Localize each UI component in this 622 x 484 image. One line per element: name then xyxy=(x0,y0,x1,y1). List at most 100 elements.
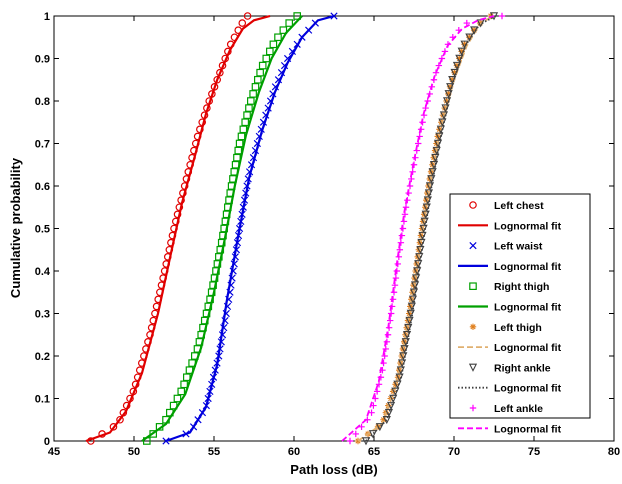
series-point xyxy=(361,437,371,446)
legend-label: Left chest xyxy=(494,200,544,212)
series-1 xyxy=(85,14,271,443)
y-tick-label: 1 xyxy=(44,11,50,23)
y-tick-label: 0.5 xyxy=(35,224,50,236)
x-tick-label: 65 xyxy=(368,446,380,458)
series-point xyxy=(258,61,267,70)
series-point xyxy=(456,55,463,62)
legend-label: Lognormal fit xyxy=(494,261,562,273)
y-tick-label: 0.6 xyxy=(35,181,50,193)
series-point xyxy=(256,68,264,77)
legend-label: Left thigh xyxy=(494,322,542,334)
series-point xyxy=(409,288,419,297)
y-axis-title: Cumulative probability xyxy=(8,157,23,298)
legend-label: Right thigh xyxy=(494,281,549,293)
series-point xyxy=(149,430,158,438)
series-line xyxy=(85,14,271,443)
y-tick-label: 0.9 xyxy=(35,54,50,66)
series-point xyxy=(109,423,118,431)
legend-marker-swatch xyxy=(468,363,478,372)
series-point xyxy=(243,111,251,119)
series-point xyxy=(389,394,398,403)
series-point xyxy=(406,309,415,318)
y-tick-label: 0.3 xyxy=(35,309,50,321)
series-point xyxy=(446,83,455,92)
series-point xyxy=(421,210,430,219)
x-tick-label: 60 xyxy=(288,446,300,458)
series-point xyxy=(401,338,410,347)
series-point xyxy=(245,104,253,112)
series-point xyxy=(399,352,408,361)
legend-item: Left ankle xyxy=(469,403,543,415)
series-point xyxy=(358,423,365,431)
x-tick-label: 55 xyxy=(208,446,220,458)
legend-label: Lognormal fit xyxy=(494,423,562,435)
legend-item: Lognormal fit xyxy=(458,383,562,395)
series-point xyxy=(247,97,255,105)
series-point xyxy=(177,387,186,396)
legend-label: Lognormal fit xyxy=(494,383,562,395)
legend-item: Left chest xyxy=(469,200,544,212)
axis-ticks: 45 50 55 60 65 70 75 80 0 0.1 0.2 0.3 0.4 0.5 0.6 0.7 0.… xyxy=(35,11,620,458)
series-11 xyxy=(341,15,495,442)
series-point xyxy=(452,61,462,71)
legend-item: Lognormal fit xyxy=(458,423,562,435)
series-point xyxy=(422,203,431,212)
legend-label: Lognormal fit xyxy=(494,220,562,232)
series-point xyxy=(458,48,465,55)
legend-item: Lognormal fit xyxy=(458,342,562,354)
series-point xyxy=(251,83,260,91)
series-point xyxy=(428,168,437,177)
y-tick-label: 0.8 xyxy=(35,96,50,108)
series-point xyxy=(402,331,412,340)
series-point xyxy=(393,267,401,275)
y-tick-label: 0.7 xyxy=(35,139,50,151)
legend-marker-swatch xyxy=(469,241,477,250)
y-tick-label: 0.4 xyxy=(35,266,51,278)
series-line xyxy=(365,15,497,442)
series-point xyxy=(446,83,454,91)
series-point xyxy=(424,189,434,198)
series-5 xyxy=(141,15,303,442)
series-point xyxy=(408,295,418,304)
series-point xyxy=(382,345,389,353)
series-point xyxy=(397,359,407,368)
series-point xyxy=(404,323,413,333)
series-point xyxy=(423,196,432,205)
series-point xyxy=(392,274,400,282)
series-point xyxy=(375,423,384,432)
series-point xyxy=(346,437,354,445)
series-point xyxy=(407,302,416,311)
series-point xyxy=(441,104,448,112)
series-point xyxy=(254,75,262,84)
legend-label: Lognormal fit xyxy=(494,302,562,314)
series-point xyxy=(444,90,453,99)
series-9 xyxy=(365,15,497,442)
y-tick-label: 0.2 xyxy=(35,351,50,363)
series-point xyxy=(173,394,182,403)
series-point xyxy=(451,69,458,76)
y-tick-label: 0.1 xyxy=(35,394,50,406)
series-point xyxy=(375,381,383,388)
series-2 xyxy=(162,12,338,445)
series-point xyxy=(461,41,468,48)
series-point xyxy=(293,12,302,20)
series-point xyxy=(368,409,375,416)
series-point xyxy=(405,316,414,326)
series-point xyxy=(386,401,396,411)
y-tick-label: 0 xyxy=(44,436,50,448)
series-line xyxy=(357,15,493,442)
series-line xyxy=(141,15,303,442)
series-point xyxy=(269,40,278,49)
series-line xyxy=(165,14,335,443)
series-point xyxy=(498,12,506,20)
series-point xyxy=(384,408,394,418)
series-point xyxy=(400,345,409,354)
series-point xyxy=(443,97,450,105)
legend-marker-swatch xyxy=(469,404,477,412)
series-point xyxy=(274,33,282,42)
series-point xyxy=(387,310,395,317)
series-point xyxy=(380,416,387,423)
series-point xyxy=(429,161,439,170)
legend-label: Right ankle xyxy=(494,362,551,374)
